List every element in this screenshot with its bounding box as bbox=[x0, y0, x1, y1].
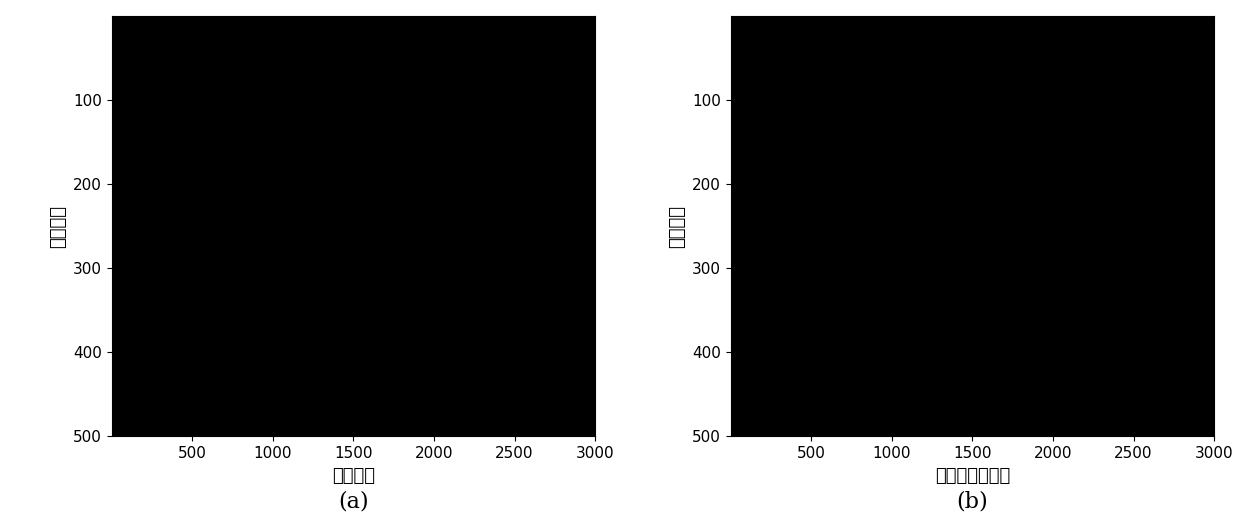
X-axis label: 方位多普勒单元: 方位多普勒单元 bbox=[934, 467, 1010, 485]
Y-axis label: 距离单元: 距离单元 bbox=[668, 205, 686, 247]
Y-axis label: 距离单元: 距离单元 bbox=[50, 205, 67, 247]
X-axis label: 方位单元: 方位单元 bbox=[332, 467, 375, 485]
Text: (a): (a) bbox=[338, 491, 369, 513]
Text: (b): (b) bbox=[957, 491, 989, 513]
